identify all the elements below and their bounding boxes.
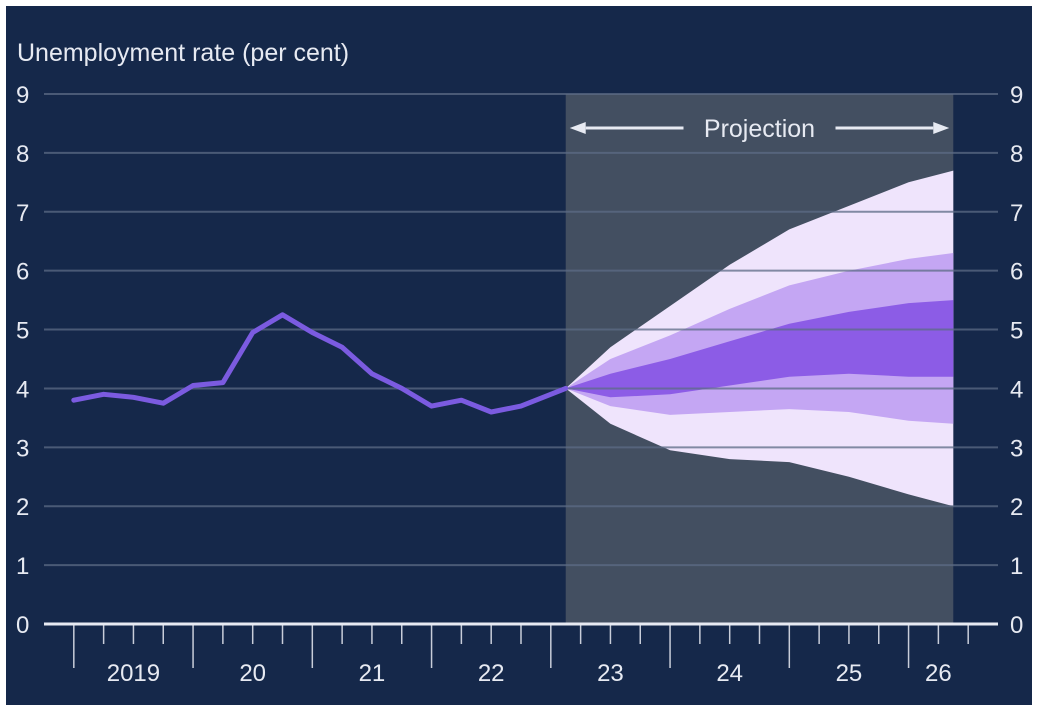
y-tick-label-left: 8 (16, 141, 29, 168)
x-tick-label: 2019 (107, 660, 160, 687)
unemployment-line (71, 312, 569, 415)
x-axis-layer (44, 622, 998, 668)
x-tick-label: 23 (597, 660, 624, 687)
y-tick-label-left: 3 (16, 435, 29, 462)
y-tick-label-right: 4 (1010, 376, 1023, 403)
y-tick-label-right: 2 (1010, 494, 1023, 521)
fan-bands-layer (565, 170, 954, 507)
y-tick-label-right: 3 (1010, 435, 1023, 462)
y-tick-label-left: 5 (16, 318, 29, 345)
x-tick-label: 21 (359, 660, 386, 687)
projection-annotation: Projection (569, 115, 950, 143)
y-tick-label-right: 9 (1010, 82, 1023, 109)
y-tick-label-right: 7 (1010, 200, 1023, 227)
x-tick-label: 22 (478, 660, 505, 687)
y-axis-right-labels: 0 1 2 3 4 5 6 7 8 9 (1010, 82, 1023, 639)
x-tick-label: 24 (716, 660, 743, 687)
y-tick-label-right: 5 (1010, 318, 1023, 345)
y-tick-label-left: 0 (16, 612, 29, 639)
y-axis-left-labels: 0 1 2 3 4 5 6 7 8 9 (16, 82, 29, 639)
projection-label: Projection (704, 115, 815, 143)
x-tick-label: 25 (836, 660, 863, 687)
history-line-layer (71, 312, 569, 415)
y-tick-label-right: 0 (1010, 612, 1023, 639)
y-tick-label-right: 1 (1010, 553, 1023, 580)
y-tick-label-right: 6 (1010, 259, 1023, 286)
gridlines-layer (44, 93, 998, 567)
y-tick-label-left: 6 (16, 259, 29, 286)
y-tick-label-left: 2 (16, 494, 29, 521)
y-tick-label-left: 1 (16, 553, 29, 580)
y-tick-label-right: 8 (1010, 141, 1023, 168)
y-tick-label-left: 4 (16, 376, 29, 403)
y-tick-label-left: 7 (16, 200, 29, 227)
fan-band-inner (565, 300, 954, 398)
projection-arrow-left-head (569, 122, 586, 134)
projection-arrow-right-head (933, 122, 950, 134)
chart-title: Unemployment rate (per cent) (17, 39, 349, 67)
x-axis-labels: 2019 20 21 22 23 24 25 26 (107, 660, 952, 687)
y-tick-label-left: 9 (16, 82, 29, 109)
x-tick-label: 20 (239, 660, 266, 687)
x-tick-label: 26 (925, 660, 952, 687)
